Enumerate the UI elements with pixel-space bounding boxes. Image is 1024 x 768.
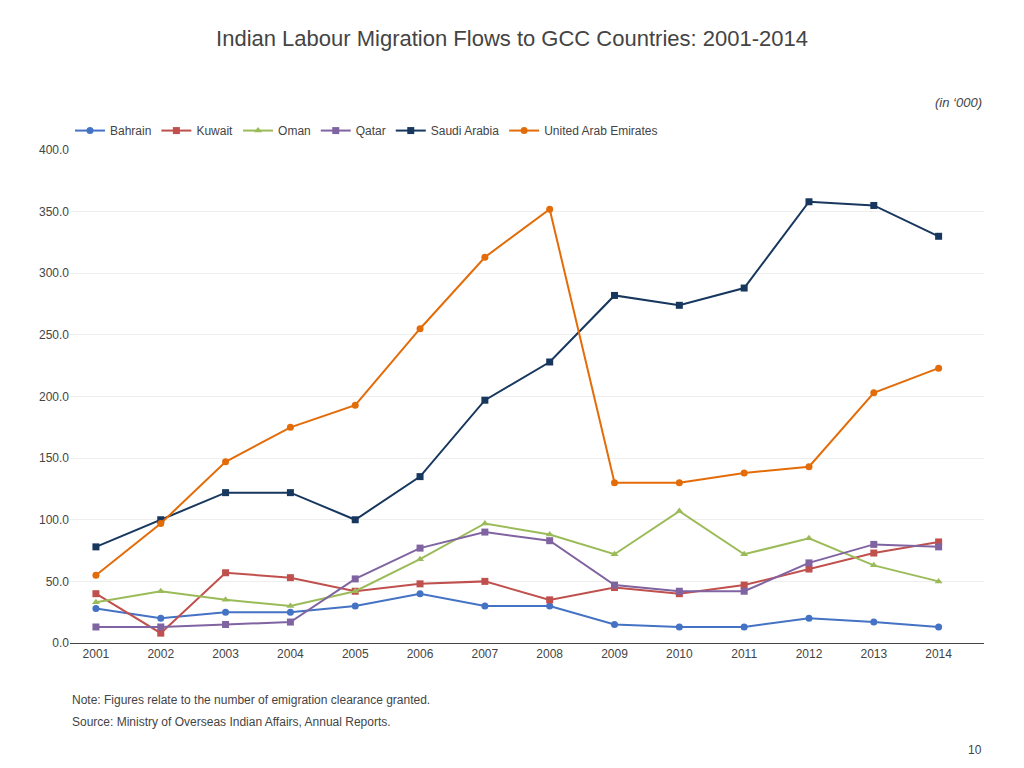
svg-text:50.0: 50.0 xyxy=(46,575,70,589)
svg-text:United Arab Emirates: United Arab Emirates xyxy=(544,124,657,138)
svg-text:Saudi Arabia: Saudi Arabia xyxy=(431,124,499,138)
svg-text:300.0: 300.0 xyxy=(39,266,69,280)
svg-text:2005: 2005 xyxy=(342,647,369,661)
svg-text:350.0: 350.0 xyxy=(39,205,69,219)
svg-text:2011: 2011 xyxy=(731,647,757,661)
svg-text:2001: 2001 xyxy=(83,647,110,661)
svg-text:2004: 2004 xyxy=(277,647,304,661)
svg-text:2007: 2007 xyxy=(472,647,499,661)
svg-text:(in ‘000): (in ‘000) xyxy=(935,95,982,110)
svg-text:10: 10 xyxy=(968,743,982,757)
svg-text:200.0: 200.0 xyxy=(39,390,69,404)
svg-text:Kuwait: Kuwait xyxy=(196,124,233,138)
svg-text:Qatar: Qatar xyxy=(356,124,386,138)
svg-text:2009: 2009 xyxy=(601,647,628,661)
svg-text:0.0: 0.0 xyxy=(52,636,69,650)
svg-text:Oman: Oman xyxy=(278,124,311,138)
svg-text:2012: 2012 xyxy=(796,647,823,661)
svg-text:2013: 2013 xyxy=(860,647,887,661)
svg-text:2003: 2003 xyxy=(212,647,239,661)
svg-text:Bahrain: Bahrain xyxy=(110,124,151,138)
svg-text:400.0: 400.0 xyxy=(39,143,69,157)
svg-text:2010: 2010 xyxy=(666,647,693,661)
svg-text:Indian Labour Migration Flows: Indian Labour Migration Flows to GCC Cou… xyxy=(216,26,808,51)
svg-text:250.0: 250.0 xyxy=(39,328,69,342)
svg-text:100.0: 100.0 xyxy=(39,513,69,527)
svg-text:Note: Figures relate to the nu: Note: Figures relate to the number of em… xyxy=(72,693,430,707)
svg-text:2008: 2008 xyxy=(536,647,563,661)
svg-text:2006: 2006 xyxy=(407,647,434,661)
svg-text:2014: 2014 xyxy=(925,647,952,661)
svg-text:2002: 2002 xyxy=(147,647,174,661)
svg-text:Source: Ministry of Overseas I: Source: Ministry of Overseas Indian Affa… xyxy=(72,715,391,729)
svg-text:150.0: 150.0 xyxy=(39,451,69,465)
